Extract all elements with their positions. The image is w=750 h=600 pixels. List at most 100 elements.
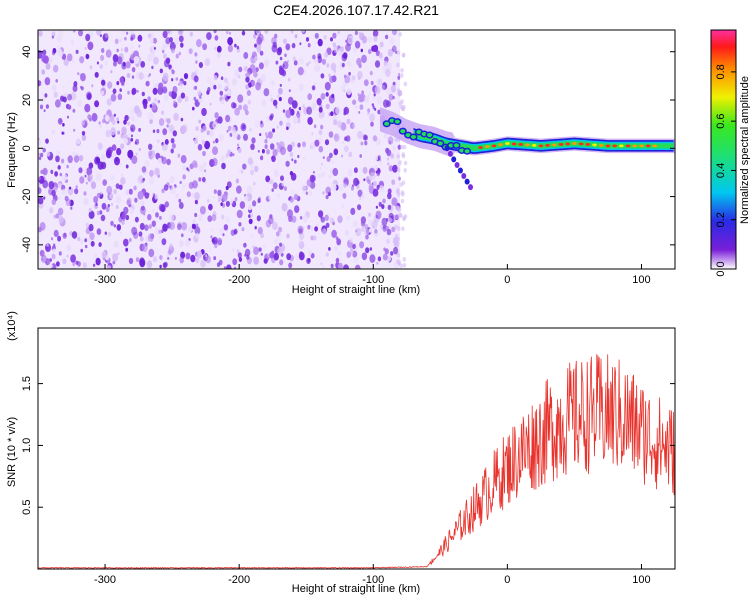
noise-speckle: [328, 73, 331, 77]
noise-speckle: [242, 104, 248, 112]
noise-speckle: [358, 31, 362, 36]
noise-speckle: [307, 116, 313, 125]
noise-speckle: [57, 207, 64, 216]
noise-speckle: [119, 231, 122, 235]
noise-speckle: [387, 136, 394, 145]
noise-speckle: [247, 157, 253, 165]
noise-speckle: [360, 141, 364, 146]
noise-speckle: [186, 191, 191, 198]
noise-speckle: [119, 76, 124, 84]
noise-speckle: [322, 228, 327, 235]
noise-speckle: [302, 157, 306, 161]
noise-speckle: [367, 35, 373, 43]
noise-speckle: [226, 88, 232, 97]
noise-speckle: [351, 75, 356, 81]
noise-speckle: [133, 185, 137, 191]
noise-speckle: [325, 103, 330, 110]
noise-speckle: [253, 181, 256, 186]
signal-peak: [652, 144, 658, 148]
noise-speckle: [225, 96, 229, 102]
noise-speckle: [211, 157, 218, 167]
noise-speckle: [372, 135, 378, 142]
noise-speckle: [343, 177, 349, 185]
noise-speckle: [52, 50, 56, 56]
noise-speckle: [131, 67, 136, 73]
noise-speckle: [223, 224, 229, 231]
noise-speckle: [337, 215, 343, 224]
noise-speckle: [291, 189, 296, 195]
noise-speckle: [346, 251, 352, 258]
noise-speckle: [84, 238, 88, 243]
noise-speckle: [379, 41, 384, 48]
signal-blob-core: [427, 133, 433, 138]
noise-speckle: [139, 222, 145, 231]
noise-speckle: [105, 129, 111, 138]
noise-speckle: [313, 124, 317, 129]
noise-speckle: [134, 141, 137, 145]
noise-speckle: [384, 248, 389, 255]
noise-speckle: [257, 149, 260, 153]
noise-speckle: [90, 240, 95, 247]
noise-speckle: [260, 232, 264, 239]
noise-speckle: [299, 110, 303, 114]
noise-speckle: [276, 47, 282, 56]
noise-speckle: [386, 157, 390, 161]
noise-speckle: [52, 248, 56, 253]
noise-speckle: [165, 57, 171, 64]
noise-speckle: [137, 34, 143, 42]
noise-speckle: [192, 160, 198, 168]
noise-speckle: [362, 134, 367, 141]
noise-speckle: [307, 224, 311, 230]
noise-speckle: [229, 198, 234, 204]
noise-speckle: [322, 156, 325, 160]
noise-speckle: [234, 197, 238, 202]
noise-speckle: [373, 93, 376, 97]
noise-speckle: [56, 35, 62, 43]
colorbar-tick-label: 0.2: [715, 212, 727, 227]
noise-speckle: [336, 238, 342, 246]
noise-speckle: [55, 99, 61, 108]
noise-speckle: [255, 30, 261, 35]
noise-speckle: [253, 33, 257, 39]
noise-speckle: [68, 186, 72, 190]
noise-speckle: [131, 50, 134, 54]
noise-speckle: [277, 247, 283, 256]
noise-speckle: [130, 124, 136, 133]
noise-speckle: [222, 233, 225, 237]
noise-speckle: [136, 89, 139, 93]
noise-speckle: [195, 60, 198, 64]
noise-speckle: [232, 153, 235, 157]
noise-speckle: [117, 130, 120, 135]
noise-speckle: [113, 240, 119, 248]
noise-speckle: [383, 228, 386, 233]
noise-speckle: [61, 188, 67, 196]
noise-speckle: [298, 83, 304, 91]
noise-speckle: [101, 251, 107, 259]
noise-speckle: [353, 48, 357, 53]
noise-speckle: [288, 262, 293, 269]
noise-speckle: [149, 118, 153, 124]
noise-speckle: [297, 142, 301, 148]
noise-speckle: [293, 159, 297, 164]
noise-speckle: [369, 70, 373, 76]
noise-speckle: [59, 172, 62, 177]
noise-speckle: [247, 204, 253, 211]
noise-speckle: [102, 118, 106, 124]
noise-speckle: [205, 254, 208, 258]
noise-speckle: [317, 173, 322, 179]
noise-speckle: [396, 50, 401, 55]
noise-speckle: [116, 56, 123, 65]
noise-speckle: [236, 45, 240, 50]
noise-speckle: [90, 181, 97, 190]
noise-speckle: [357, 189, 363, 197]
noise-speckle: [178, 51, 181, 56]
noise-speckle: [396, 153, 401, 159]
noise-speckle: [297, 66, 304, 76]
noise-speckle: [43, 196, 46, 200]
noise-speckle: [195, 257, 200, 264]
noise-speckle: [178, 80, 183, 87]
noise-speckle: [162, 49, 165, 54]
noise-speckle: [375, 156, 379, 161]
noise-speckle: [321, 58, 326, 65]
colorbar: 0.0 0.2 0.4 0.6 0.8 Normalized spectral ampl…: [710, 29, 750, 277]
